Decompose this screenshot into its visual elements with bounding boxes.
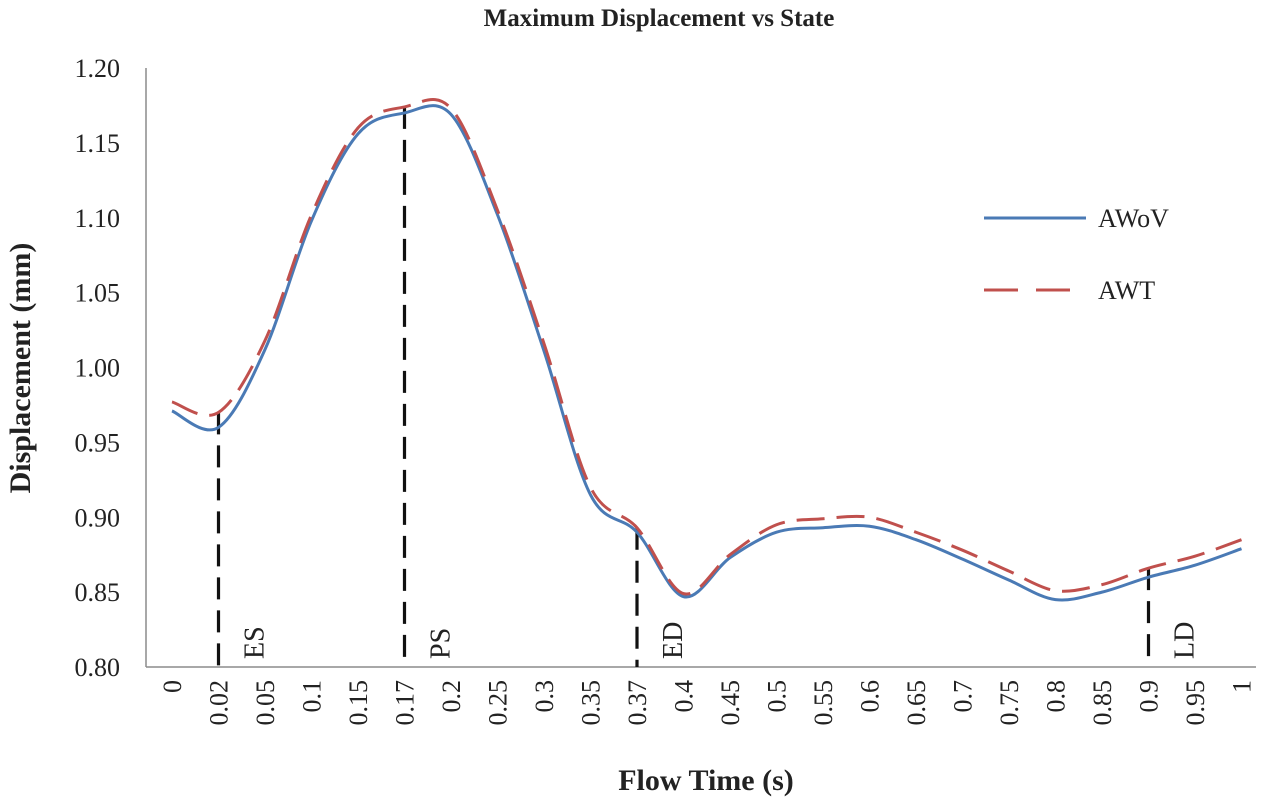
x-tick-label: 0.5 [763,680,792,713]
x-tick-label: 0.4 [670,680,699,713]
x-axis-label: Flow Time (s) [618,764,794,797]
chart-title: Maximum Displacement vs State [484,5,835,32]
state-marker-label: PS [426,628,457,659]
x-tick-label: 0 [158,680,187,693]
x-tick-label: 0.9 [1135,680,1164,713]
state-marker-label: ED [658,622,689,659]
legend-label: AWoV [1098,204,1169,233]
y-tick-label: 1.00 [75,354,121,383]
x-tick-label: 0.35 [577,680,606,726]
x-tick-label: 0.65 [902,680,931,726]
y-axis-label: Displacement (mm) [4,243,37,494]
y-ticks: 0.80 0.85 0.90 0.95 1.00 1.05 1.10 1.15 1.20 [75,54,121,682]
x-tick-label: 0.85 [1088,680,1117,726]
state-marker-label: LD [1170,622,1201,659]
legend: AWoV AWT [984,204,1169,305]
legend-label: AWT [1098,276,1155,305]
y-tick-label: 0.80 [75,653,121,682]
x-tick-label: 0.45 [716,680,745,726]
y-tick-label: 0.85 [75,578,121,607]
x-tick-label: 0.55 [809,680,838,726]
x-tick-label: 0.7 [949,680,978,713]
x-tick-label: 0.05 [251,680,280,726]
x-tick-label: 0.6 [856,680,885,713]
y-tick-label: 1.20 [75,54,121,83]
y-tick-label: 0.90 [75,503,121,532]
state-markers: ES PS ED LD [216,106,1201,667]
y-tick-label: 1.10 [75,204,121,233]
y-tick-label: 1.05 [75,279,121,308]
state-marker-label: ES [240,626,271,659]
series-line-awov [171,104,1243,602]
x-tick-label: 1 [1228,680,1257,693]
x-tick-label: 0.2 [437,680,466,713]
x-tick-label: 0.1 [298,680,327,713]
x-tick-label: 0.37 [623,680,652,726]
x-tick-label: 0.02 [205,680,234,726]
x-tick-label: 0.25 [484,680,513,726]
y-tick-label: 1.15 [75,129,121,158]
x-tick-label: 0.15 [344,680,373,726]
series-lines [171,98,1243,602]
x-tick-label: 0.75 [995,680,1024,726]
x-tick-label: 0.17 [391,680,420,726]
x-tick-label: 0.8 [1042,680,1071,713]
series-line-awt [171,98,1243,596]
x-tick-label: 0.3 [530,680,559,713]
x-ticks: 0 0.02 0.05 0.1 0.15 0.17 0.2 0.25 0.3 0.35 0.37 0.… [158,680,1257,726]
y-tick-label: 0.95 [75,428,121,457]
x-tick-label: 0.95 [1181,680,1210,726]
